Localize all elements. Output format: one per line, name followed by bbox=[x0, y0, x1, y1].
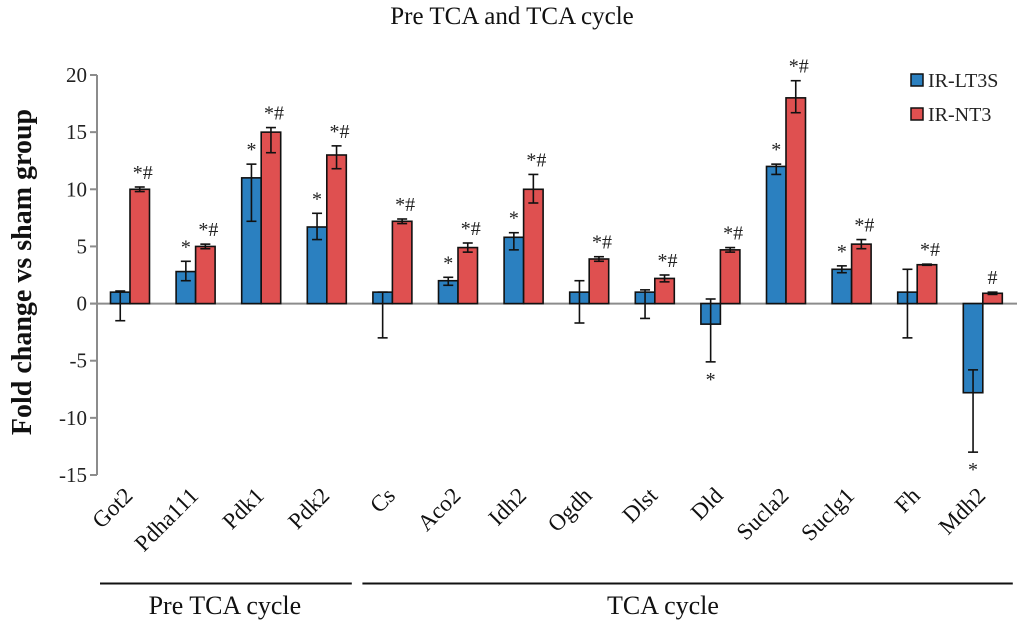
legend-label: IR-LT3S bbox=[928, 70, 998, 92]
error-bars bbox=[115, 79, 998, 453]
x-tick-label: Got2 bbox=[87, 483, 137, 533]
significance-label: *# bbox=[330, 121, 350, 143]
group-label: Pre TCA cycle bbox=[149, 591, 302, 620]
significance-label: *# bbox=[395, 194, 415, 216]
significance-label: * bbox=[968, 459, 978, 481]
bar-ir-nt3-got2 bbox=[129, 188, 151, 305]
significance-label: *# bbox=[592, 232, 612, 254]
significance-label: * bbox=[771, 139, 781, 161]
significance-label: *# bbox=[198, 219, 218, 241]
x-tick-label: Pdk1 bbox=[218, 483, 269, 534]
y-tick-label: -10 bbox=[59, 406, 87, 430]
y-tick-label: 15 bbox=[66, 120, 87, 144]
significance-label: *# bbox=[920, 239, 940, 261]
y-axis-label: Fold change vs sham group bbox=[7, 109, 38, 435]
significance-label: * bbox=[181, 236, 191, 258]
significance-label: * bbox=[246, 139, 256, 161]
x-tick-label: Dlst bbox=[618, 482, 663, 527]
bar-ir-lt3s-suclg1 bbox=[831, 268, 853, 305]
bar-ir-nt3-pdha1l1 bbox=[194, 245, 216, 305]
bar-ir-lt3s-sucla2 bbox=[765, 165, 787, 305]
x-tick-label: Fh bbox=[890, 483, 925, 518]
y-tick-label: -5 bbox=[70, 349, 88, 373]
significance-label: *# bbox=[723, 223, 743, 245]
significance-label: * bbox=[443, 252, 453, 274]
legend-swatch-ir-nt3 bbox=[910, 107, 924, 121]
y-tick-label: 20 bbox=[66, 63, 87, 87]
bar-ir-nt3-idh2 bbox=[522, 188, 544, 305]
significance-label: * bbox=[312, 188, 322, 210]
significance-label: * bbox=[837, 241, 847, 263]
significance-label: *# bbox=[526, 149, 546, 171]
bar-ir-nt3-suclg1 bbox=[850, 243, 872, 305]
y-tick-label: 5 bbox=[77, 234, 88, 258]
significance-label: *# bbox=[461, 218, 481, 240]
y-tick-label: 10 bbox=[66, 177, 87, 201]
x-tick-label: Ogdh bbox=[543, 483, 597, 537]
significance-annotations: *#**#**#**#*#**# **#*#*#**#**#**#*#*# bbox=[133, 56, 998, 481]
bar-ir-nt3-aco2 bbox=[457, 246, 479, 305]
legend: IR-LT3S IR-NT3 bbox=[910, 70, 998, 126]
x-tick-label: Mdh2 bbox=[934, 483, 991, 540]
significance-label: * bbox=[706, 369, 716, 391]
x-tick-label: Aco2 bbox=[413, 483, 466, 536]
bar-ir-nt3-sucla2 bbox=[785, 97, 807, 305]
bar-ir-nt3-pdk2 bbox=[325, 154, 348, 305]
significance-label: *# bbox=[854, 215, 874, 237]
chart-title: Pre TCA and TCA cycle bbox=[390, 3, 634, 30]
y-tick-label: 0 bbox=[77, 292, 88, 316]
x-tick-label: Dld bbox=[686, 483, 728, 525]
legend-label: IR-NT3 bbox=[928, 104, 991, 126]
legend-swatch-ir-lt3s bbox=[910, 73, 924, 87]
group-label: TCA cycle bbox=[607, 591, 719, 620]
x-tick-label: Pdha111 bbox=[130, 483, 203, 556]
bar-ir-nt3-fh bbox=[916, 263, 938, 305]
x-tick-label: Pdk2 bbox=[283, 483, 334, 534]
significance-label: *# bbox=[658, 250, 678, 272]
bar-ir-nt3-pdk1 bbox=[260, 131, 282, 305]
category-groups: Pre TCA cycle TCA cycle bbox=[100, 582, 1013, 620]
significance-label: *# bbox=[133, 162, 153, 184]
x-tick-label: Sucla2 bbox=[732, 483, 794, 545]
y-tick-label: -15 bbox=[59, 463, 87, 487]
x-tick-label: Idh2 bbox=[484, 483, 531, 530]
x-tick-label: Suclg1 bbox=[796, 483, 859, 546]
x-tick-label: Cs bbox=[365, 483, 400, 518]
bar-ir-nt3-cs bbox=[391, 220, 413, 305]
significance-label: # bbox=[988, 267, 998, 289]
significance-label: * bbox=[509, 208, 519, 230]
bar-ir-nt3-ogdh bbox=[588, 258, 610, 305]
bars bbox=[109, 97, 1004, 394]
bar-ir-nt3-dld bbox=[719, 249, 741, 305]
significance-label: *# bbox=[264, 103, 284, 125]
significance-label: *# bbox=[789, 56, 809, 78]
